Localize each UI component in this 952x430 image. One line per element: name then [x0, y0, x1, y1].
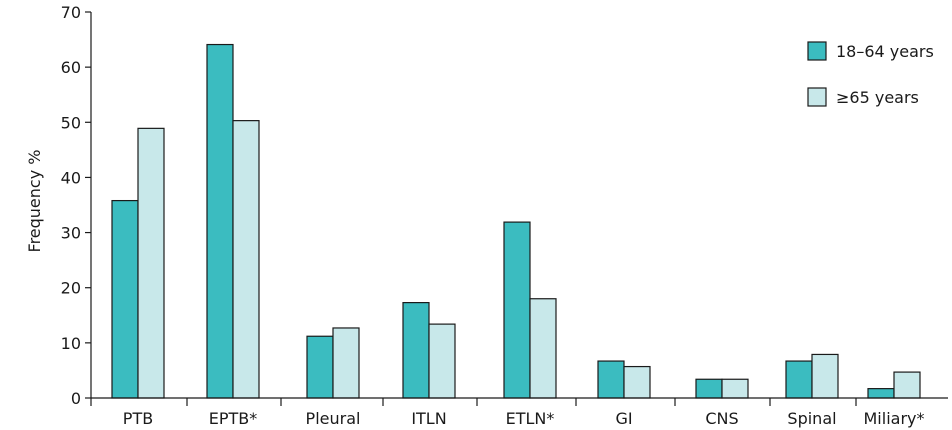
bar-series2-eptb — [232, 120, 260, 399]
plot-area — [111, 43, 921, 399]
x-tick-label: ETLN* — [506, 409, 555, 428]
bar-series1-cns — [695, 378, 723, 399]
y-tick-label: 10 — [61, 334, 81, 353]
legend-label: 18–64 years — [836, 42, 934, 61]
bar-series2-gi — [623, 365, 651, 399]
x-tick-label: PTB — [123, 409, 153, 428]
bar-series1-gi — [597, 360, 625, 399]
legend-swatch — [807, 41, 827, 61]
x-axis: PTB EPTB* Pleural ITLN ETLN* GI CNS Spinal Milia… — [90, 397, 948, 428]
legend-swatch — [807, 87, 827, 107]
bar-series1-pleural — [306, 335, 334, 399]
x-tick-label: EPTB* — [209, 409, 258, 428]
y-tick-label: 70 — [61, 3, 81, 22]
y-axis-title: Frequency % — [25, 150, 44, 253]
y-tick-label: 0 — [71, 389, 81, 408]
bar-series1-ptb — [111, 199, 139, 399]
bar-series1-etln — [503, 221, 531, 399]
bar-series2-spinal — [811, 353, 839, 399]
bar-series1-miliary — [867, 388, 895, 399]
x-tick-label: Miliary* — [864, 409, 925, 428]
x-tick-label: GI — [615, 409, 632, 428]
y-tick-label: 50 — [61, 113, 81, 132]
bar-series2-itln — [428, 323, 456, 399]
y-axis: 0 10 20 30 40 50 60 70 — [61, 3, 92, 408]
y-tick-label: 30 — [61, 224, 81, 243]
bar-series1-itln — [402, 302, 430, 399]
bar-series2-miliary — [893, 371, 921, 399]
x-tick-label: ITLN — [411, 409, 446, 428]
y-tick-label: 40 — [61, 168, 81, 187]
bar-series2-ptb — [137, 127, 165, 399]
x-tick-label: CNS — [705, 409, 738, 428]
bar-series2-pleural — [332, 327, 360, 399]
bar-series2-etln — [529, 298, 557, 399]
y-tick-label: 20 — [61, 279, 81, 298]
bar-series1-spinal — [785, 360, 813, 399]
bar-series1-eptb — [206, 43, 234, 399]
y-tick-label: 60 — [61, 58, 81, 77]
x-tick-label: Pleural — [306, 409, 361, 428]
x-tick-label: Spinal — [787, 409, 836, 428]
bar-series2-cns — [721, 378, 749, 399]
legend: 18–64 years ≥65 years — [807, 41, 934, 107]
legend-label: ≥65 years — [836, 88, 919, 107]
